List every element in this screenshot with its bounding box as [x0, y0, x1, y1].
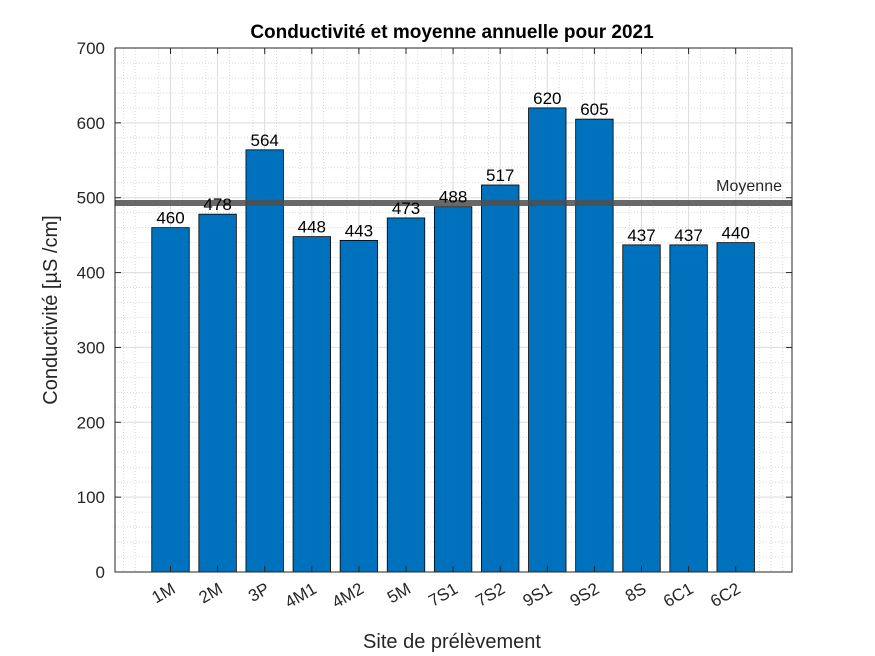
bar-3p	[245, 149, 284, 573]
bar-9s1	[528, 107, 567, 573]
x-tick-labels: 1M 2M 3P 4M1 4M2 5M 7S1 7S2 9S1 9S2 8S 6C1 6C2	[149, 579, 744, 612]
y-tick-label: 400	[77, 264, 105, 283]
x-tick-label: 3P	[245, 579, 273, 606]
x-tick-label: 6C2	[707, 579, 744, 611]
y-tick-label: 200	[77, 413, 105, 432]
x-tick-label: 6C1	[660, 579, 697, 611]
data-label: 605	[580, 100, 608, 119]
bar-4m1	[292, 236, 331, 573]
y-tick-label: 100	[77, 488, 105, 507]
bar-9s2	[575, 118, 614, 573]
x-tick-label: 2M	[196, 579, 226, 607]
data-label: 488	[439, 188, 467, 207]
y-axis-label: Conductivité [µS /cm]	[40, 215, 62, 404]
y-tick-label: 600	[77, 114, 105, 133]
x-tick-label: 4M2	[329, 579, 367, 612]
x-tick-label: 1M	[149, 579, 179, 607]
reference-line-group: Moyenne	[115, 178, 792, 206]
data-label: 448	[298, 218, 326, 237]
y-tick-label: 0	[96, 563, 105, 582]
data-label: 620	[533, 89, 561, 108]
x-tick-label: 9S1	[520, 579, 556, 611]
bars	[151, 107, 755, 573]
bar-6c1	[669, 244, 708, 573]
x-tick-label: 7S2	[473, 579, 509, 611]
reference-line-label: Moyenne	[716, 178, 782, 195]
bar-5m	[386, 217, 426, 573]
data-label: 443	[345, 221, 373, 240]
bar-1m	[151, 227, 190, 573]
bar-6c2	[716, 242, 755, 573]
data-label: 440	[722, 224, 750, 243]
x-tick-label: 9S2	[567, 579, 603, 611]
bar-7s1	[433, 206, 473, 573]
data-label: 437	[674, 226, 702, 245]
x-tick-label: 5M	[384, 579, 414, 607]
x-tick-label: 4M1	[282, 579, 320, 612]
bar-7s2	[481, 184, 520, 573]
bar-8s	[622, 244, 661, 573]
chart-title: Conductivité et moyenne annuelle pour 20…	[250, 22, 654, 43]
data-label: 460	[156, 209, 184, 228]
y-tick-labels: 0 100 200 300 400 500 600 700	[77, 39, 105, 582]
data-labels: 460 478 564 448 443 473 488 517 620 605 437 437 440	[156, 89, 750, 245]
x-tick-label: 8S	[622, 579, 650, 606]
x-axis-label: Site de prélèvement	[363, 631, 541, 653]
data-label: 564	[251, 131, 279, 150]
x-tick-label: 7S1	[425, 579, 461, 611]
data-label: 478	[203, 195, 231, 214]
bar-4m2	[339, 239, 379, 573]
data-label: 517	[486, 166, 514, 185]
y-tick-label: 300	[77, 338, 105, 357]
bar-2m	[198, 213, 237, 573]
y-tick-label: 700	[77, 39, 105, 58]
axes	[114, 47, 793, 573]
data-label: 437	[627, 226, 655, 245]
data-label: 473	[392, 199, 420, 218]
y-tick-label: 500	[77, 189, 105, 208]
